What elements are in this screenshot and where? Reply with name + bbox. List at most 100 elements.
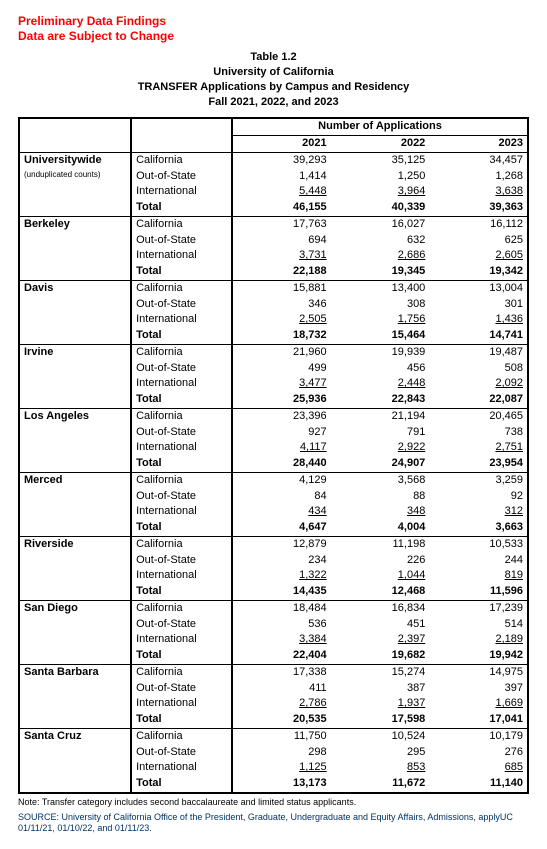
table-row: Total28,44024,90723,954 — [19, 456, 528, 472]
row-label: California — [131, 280, 232, 296]
table-row: International3,4772,4482,092 — [19, 376, 528, 392]
preliminary-warning: Preliminary Data Findings Data are Subje… — [18, 14, 529, 44]
row-label: Out-of-State — [131, 169, 232, 185]
table-row: (unduplicated counts) Out-of-State 1,414… — [19, 169, 528, 185]
cell: 14,975 — [429, 664, 528, 680]
campus-name: Irvine — [19, 344, 131, 360]
cell: 11,140 — [429, 776, 528, 793]
campus-name: Santa Cruz — [19, 728, 131, 744]
cell: 84 — [232, 489, 331, 505]
cell: 11,750 — [232, 728, 331, 744]
cell: 3,568 — [331, 472, 430, 488]
cell: 397 — [429, 681, 528, 697]
row-label: International — [131, 376, 232, 392]
cell: 22,843 — [331, 392, 430, 408]
row-label: Out-of-State — [131, 489, 232, 505]
cell: 19,942 — [429, 648, 528, 664]
campus-name: Davis — [19, 280, 131, 296]
cell: 276 — [429, 745, 528, 761]
campus-name — [19, 632, 131, 648]
campus-name — [19, 312, 131, 328]
row-label: Out-of-State — [131, 617, 232, 633]
campus-name — [19, 328, 131, 344]
table-row: Out-of-State411387397 — [19, 681, 528, 697]
row-label: California — [131, 600, 232, 616]
campus-name — [19, 760, 131, 776]
row-label: California — [131, 536, 232, 552]
cell: 17,338 — [232, 664, 331, 680]
row-label: International — [131, 312, 232, 328]
campus-name — [19, 264, 131, 280]
cell: 1,322 — [232, 568, 331, 584]
row-label: Total — [131, 584, 232, 600]
cell: 3,731 — [232, 248, 331, 264]
cell: 19,345 — [331, 264, 430, 280]
cell: 11,198 — [331, 536, 430, 552]
row-label: California — [131, 152, 232, 168]
warn-line2: Data are Subject to Change — [18, 29, 174, 43]
row-label: Out-of-State — [131, 233, 232, 249]
cell: 24,907 — [331, 456, 430, 472]
row-label: International — [131, 568, 232, 584]
cell: 2,922 — [331, 440, 430, 456]
campus-name: Riverside — [19, 536, 131, 552]
cell: 2,505 — [232, 312, 331, 328]
cell: 16,834 — [331, 600, 430, 616]
cell: 2,605 — [429, 248, 528, 264]
cell: 1,414 — [232, 169, 331, 185]
cell: 348 — [331, 504, 430, 520]
campus-name — [19, 376, 131, 392]
cell: 1,268 — [429, 169, 528, 185]
row-label: Total — [131, 456, 232, 472]
cell: 40,339 — [331, 200, 430, 216]
cell: 1,937 — [331, 696, 430, 712]
header-super: Number of Applications — [232, 118, 528, 135]
row-label: Total — [131, 200, 232, 216]
table-row: Out-of-State927791738 — [19, 425, 528, 441]
cell: 694 — [232, 233, 331, 249]
col-2023: 2023 — [429, 136, 528, 153]
cell: 10,179 — [429, 728, 528, 744]
table-row: International2,7861,9371,669 — [19, 696, 528, 712]
table-row: Los AngelesCalifornia23,39621,19420,465 — [19, 408, 528, 424]
cell: 456 — [331, 361, 430, 377]
cell: 2,397 — [331, 632, 430, 648]
table-row: Out-of-State499456508 — [19, 361, 528, 377]
table-row: San DiegoCalifornia18,48416,83417,239 — [19, 600, 528, 616]
campus-name — [19, 489, 131, 505]
table-row: Total13,17311,67211,140 — [19, 776, 528, 793]
cell: 39,363 — [429, 200, 528, 216]
table-row: Total 46,155 40,339 39,363 — [19, 200, 528, 216]
table-row: Out-of-State346308301 — [19, 297, 528, 313]
table-row: Total14,43512,46811,596 — [19, 584, 528, 600]
campus-name — [19, 696, 131, 712]
campus-name — [19, 361, 131, 377]
cell: 21,194 — [331, 408, 430, 424]
cell: 301 — [429, 297, 528, 313]
row-label: California — [131, 408, 232, 424]
cell: 21,960 — [232, 344, 331, 360]
cell: 312 — [429, 504, 528, 520]
campus-name: Berkeley — [19, 216, 131, 232]
table-row: International1,125853685 — [19, 760, 528, 776]
cell: 4,117 — [232, 440, 331, 456]
cell: 244 — [429, 553, 528, 569]
cell: 19,939 — [331, 344, 430, 360]
table-row: Santa BarbaraCalifornia17,33815,27414,97… — [19, 664, 528, 680]
cell: 791 — [331, 425, 430, 441]
cell: 508 — [429, 361, 528, 377]
cell: 298 — [232, 745, 331, 761]
cell: 92 — [429, 489, 528, 505]
table-row: Total4,6474,0043,663 — [19, 520, 528, 536]
table-row: Universitywide California 39,293 35,125 … — [19, 152, 528, 168]
row-label: Total — [131, 520, 232, 536]
table-row: Out-of-State298295276 — [19, 745, 528, 761]
table-row: Santa CruzCalifornia11,75010,52410,179 — [19, 728, 528, 744]
cell: 19,682 — [331, 648, 430, 664]
row-label: Total — [131, 776, 232, 793]
table-row: RiversideCalifornia12,87911,19810,533 — [19, 536, 528, 552]
table-row: Total22,40419,68219,942 — [19, 648, 528, 664]
row-label: Total — [131, 328, 232, 344]
cell: 25,936 — [232, 392, 331, 408]
cell: 2,751 — [429, 440, 528, 456]
